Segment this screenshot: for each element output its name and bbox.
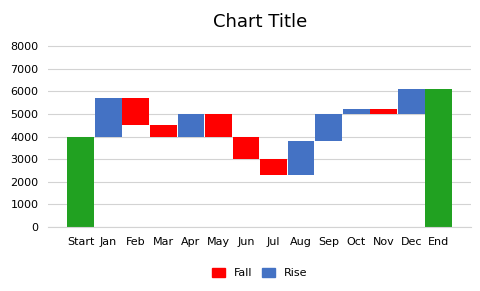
Bar (314, 114, 341, 141)
Bar (67, 136, 94, 227)
Bar (204, 114, 231, 136)
Bar (232, 136, 259, 159)
Bar (342, 109, 369, 114)
Bar (287, 141, 314, 175)
Title: Chart Title: Chart Title (212, 13, 306, 31)
Bar (260, 159, 286, 175)
Bar (95, 98, 121, 136)
Bar (424, 89, 451, 227)
Bar (122, 98, 149, 125)
Bar (150, 125, 176, 136)
Bar (370, 109, 396, 114)
Bar (397, 89, 424, 114)
Legend: Fall, Rise: Fall, Rise (207, 264, 311, 283)
Bar (177, 114, 204, 136)
